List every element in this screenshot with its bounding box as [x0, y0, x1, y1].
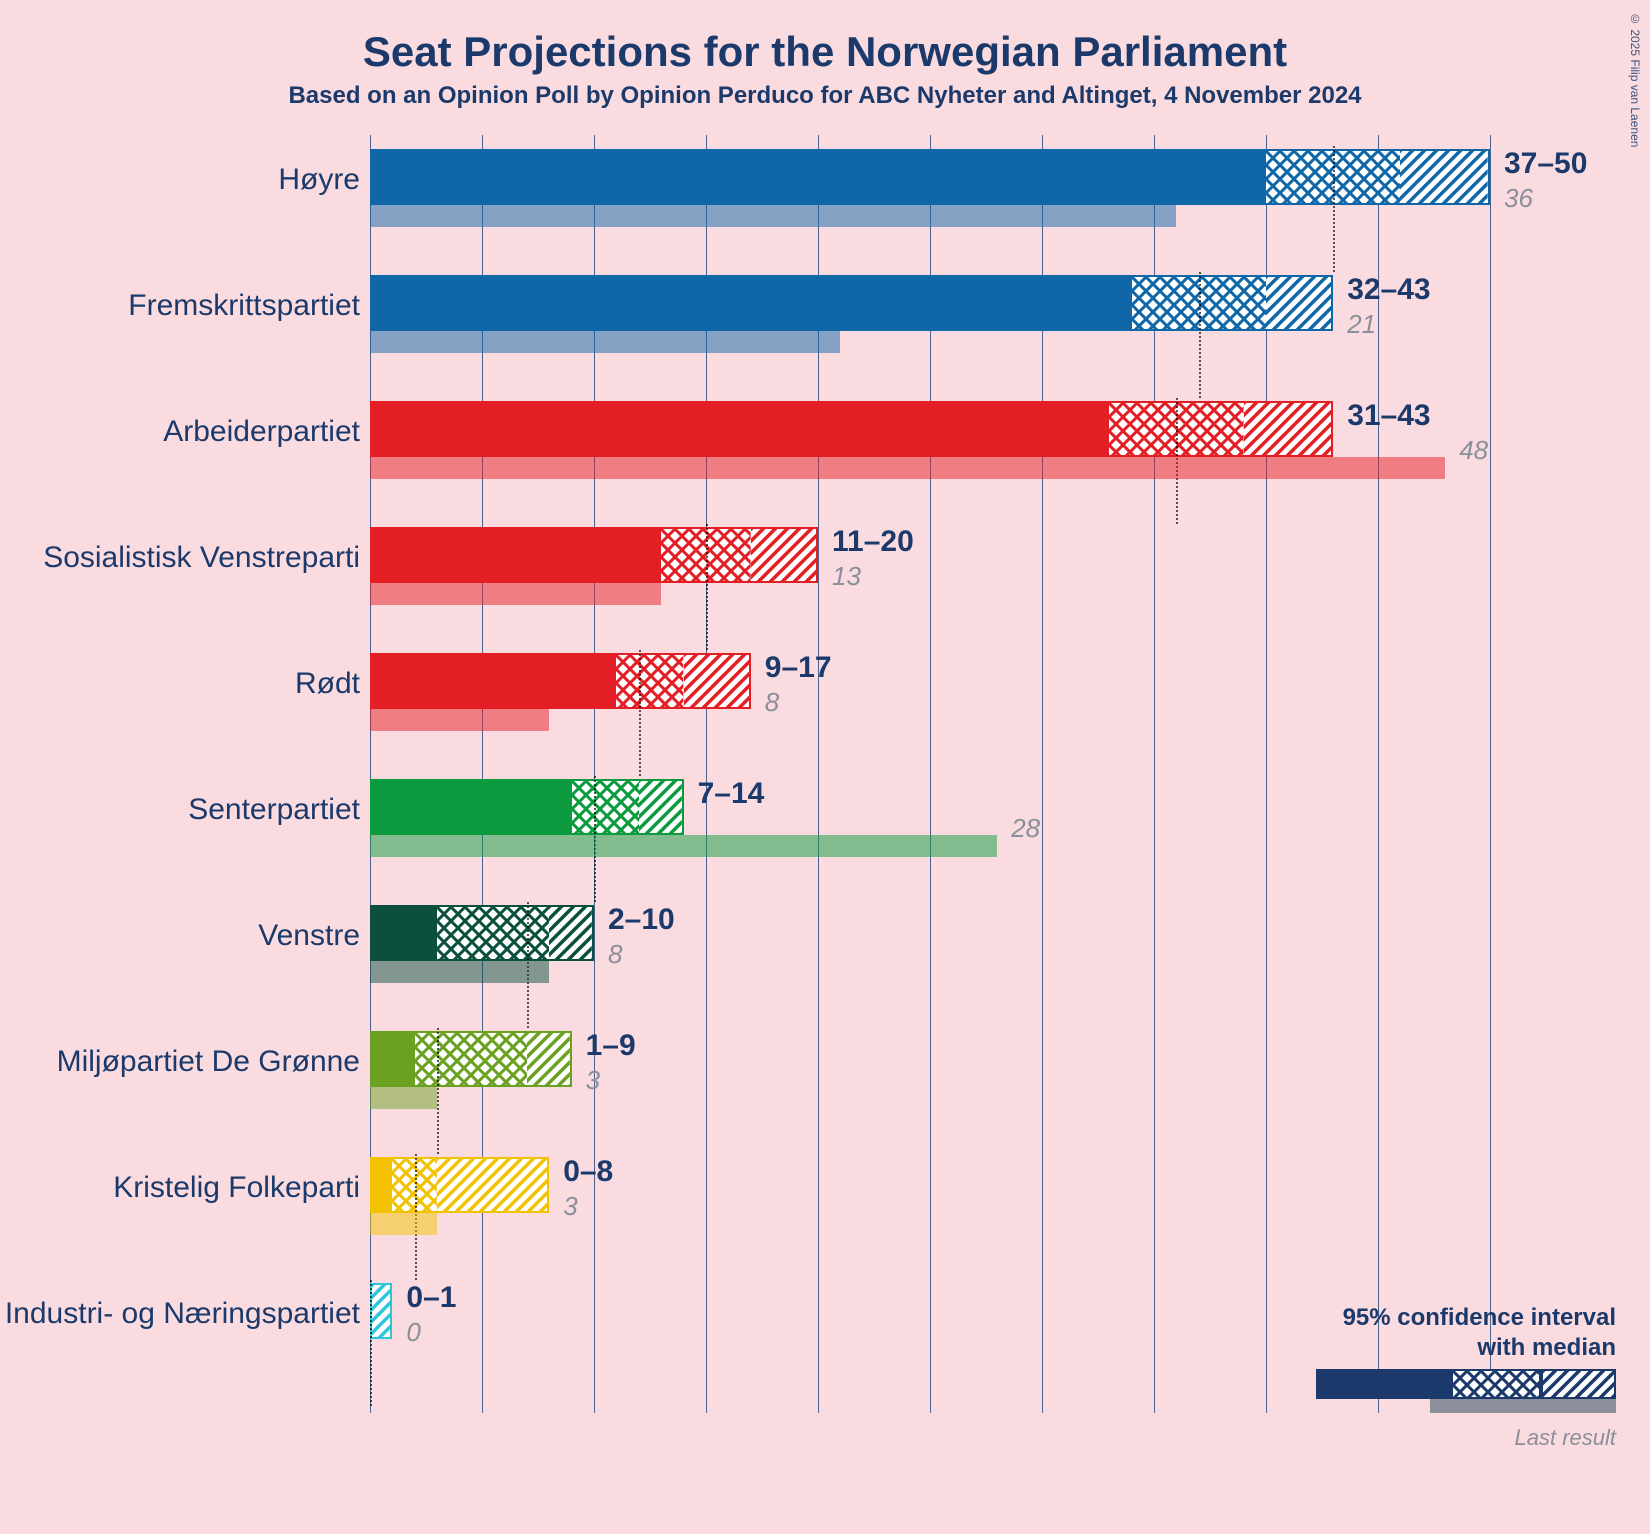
party-row: Fremskrittspartiet 32–4321	[0, 269, 1650, 395]
median-marker	[706, 524, 708, 650]
legend-ci-text: 95% confidence interval with median	[1286, 1303, 1616, 1363]
bar-segment	[370, 779, 572, 835]
range-label: 0–1	[406, 1281, 456, 1315]
median-marker	[370, 1280, 372, 1406]
legend-last-bar	[1430, 1399, 1616, 1413]
bar-segment	[370, 1031, 415, 1087]
range-label: 37–50	[1504, 147, 1587, 181]
bar-segment	[1244, 401, 1334, 457]
legend-solid	[1316, 1369, 1451, 1399]
party-label: Senterpartiet	[0, 793, 360, 827]
chart-subtitle: Based on an Opinion Poll by Opinion Perd…	[0, 82, 1650, 110]
party-label: Kristelig Folkeparti	[0, 1171, 360, 1205]
last-result-label: 36	[1504, 183, 1533, 214]
bar-segment	[1266, 275, 1333, 331]
party-row: Senterpartiet 7–14 28	[0, 773, 1650, 899]
bar-segment	[370, 401, 1109, 457]
legend-cross	[1451, 1369, 1541, 1399]
bar-segment	[527, 1031, 572, 1087]
last-result-bar	[370, 835, 997, 857]
last-result-label: 3	[586, 1065, 600, 1096]
bar-segment	[415, 1031, 527, 1087]
bar-segment	[370, 1283, 392, 1339]
last-result-bar	[370, 961, 549, 983]
last-result-label: 3	[563, 1191, 577, 1222]
median-marker	[639, 650, 641, 776]
party-label: Arbeiderpartiet	[0, 415, 360, 449]
median-marker	[1333, 146, 1335, 272]
last-result-bar	[370, 583, 661, 605]
range-label: 0–8	[563, 1155, 613, 1189]
party-row: Arbeiderpartiet 31–43 48	[0, 395, 1650, 521]
last-result-bar	[370, 1087, 437, 1109]
legend-bars	[1316, 1369, 1616, 1425]
bar-segment	[370, 149, 1266, 205]
bar-segment	[370, 527, 661, 583]
bar-segment	[572, 779, 639, 835]
last-result-bar	[370, 457, 1445, 479]
bar-segment	[616, 653, 683, 709]
last-result-label: 0	[406, 1317, 420, 1348]
party-label: Sosialistisk Venstreparti	[0, 541, 360, 575]
party-row: Rødt 9–178	[0, 647, 1650, 773]
party-row: Kristelig Folkeparti 0–83	[0, 1151, 1650, 1277]
last-result-label: 13	[832, 561, 861, 592]
party-row: Miljøpartiet De Grønne 1–93	[0, 1025, 1650, 1151]
party-label: Industri- og Næringspartiet	[0, 1297, 360, 1331]
range-label: 2–10	[608, 903, 675, 937]
legend: 95% confidence interval with median Last…	[1286, 1303, 1616, 1451]
party-label: Miljøpartiet De Grønne	[0, 1045, 360, 1079]
bar-segment	[751, 527, 818, 583]
bar-segment	[684, 653, 751, 709]
party-label: Høyre	[0, 163, 360, 197]
last-result-label: 8	[608, 939, 622, 970]
copyright-text: © 2025 Filip van Laenen	[1628, 12, 1642, 147]
range-label: 7–14	[698, 777, 765, 811]
party-label: Venstre	[0, 919, 360, 953]
last-result-label: 21	[1347, 309, 1376, 340]
range-label: 32–43	[1347, 273, 1430, 307]
bar-segment	[437, 905, 549, 961]
party-row: Venstre 2–108	[0, 899, 1650, 1025]
bar-segment	[370, 653, 616, 709]
last-result-bar	[370, 1213, 437, 1235]
bar-segment	[639, 779, 684, 835]
last-result-bar	[370, 709, 549, 731]
last-result-label: 28	[1011, 813, 1040, 844]
bar-segment	[1400, 149, 1490, 205]
party-row: Høyre 37–5036	[0, 143, 1650, 269]
bar-segment	[370, 1157, 392, 1213]
range-label: 31–43	[1347, 399, 1430, 433]
legend-last-text: Last result	[1286, 1425, 1616, 1451]
range-label: 9–17	[765, 651, 832, 685]
last-result-bar	[370, 205, 1176, 227]
bar-segment	[370, 275, 1132, 331]
last-result-label: 48	[1459, 435, 1488, 466]
party-label: Fremskrittspartiet	[0, 289, 360, 323]
range-label: 1–9	[586, 1029, 636, 1063]
last-result-bar	[370, 331, 840, 353]
chart-area: Høyre 37–5036 Fremskrittspartiet 32–4321 Arb…	[0, 135, 1650, 1495]
last-result-label: 8	[765, 687, 779, 718]
party-row: Sosialistisk Venstreparti 11–2013	[0, 521, 1650, 647]
bar-segment	[437, 1157, 549, 1213]
bar-segment	[549, 905, 594, 961]
legend-hatch	[1541, 1369, 1616, 1399]
range-label: 11–20	[832, 525, 914, 559]
bar-segment	[370, 905, 437, 961]
median-marker	[1199, 272, 1201, 398]
party-label: Rødt	[0, 667, 360, 701]
median-marker	[437, 1028, 439, 1154]
chart-title: Seat Projections for the Norwegian Parli…	[0, 0, 1650, 76]
